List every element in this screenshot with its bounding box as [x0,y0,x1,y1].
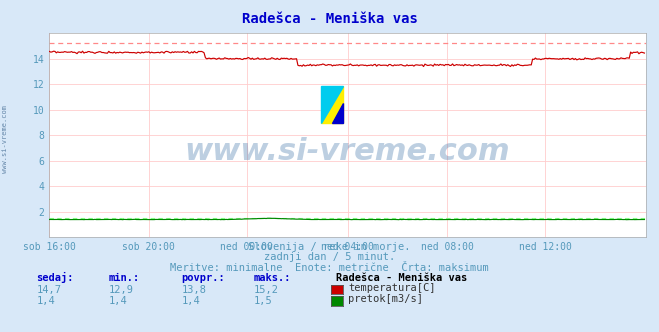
Text: 1,5: 1,5 [254,296,272,306]
Text: 12,9: 12,9 [109,285,134,295]
Text: 1,4: 1,4 [36,296,55,306]
Text: 15,2: 15,2 [254,285,279,295]
Text: www.si-vreme.com: www.si-vreme.com [185,137,511,166]
Text: 1,4: 1,4 [181,296,200,306]
Polygon shape [321,86,343,123]
Polygon shape [321,86,343,123]
Text: Slovenija / reke in morje.: Slovenija / reke in morje. [248,242,411,252]
Text: min.:: min.: [109,273,140,283]
Text: maks.:: maks.: [254,273,291,283]
Text: Meritve: minimalne  Enote: metrične  Črta: maksimum: Meritve: minimalne Enote: metrične Črta:… [170,263,489,273]
Text: temperatura[C]: temperatura[C] [348,283,436,293]
Text: www.si-vreme.com: www.si-vreme.com [2,106,9,173]
Text: Radešca - Meniška vas: Radešca - Meniška vas [336,273,467,283]
Text: povpr.:: povpr.: [181,273,225,283]
Text: pretok[m3/s]: pretok[m3/s] [348,294,423,304]
Text: Radešca - Meniška vas: Radešca - Meniška vas [242,12,417,26]
Text: sedaj:: sedaj: [36,272,74,283]
Text: 1,4: 1,4 [109,296,127,306]
Text: zadnji dan / 5 minut.: zadnji dan / 5 minut. [264,252,395,262]
Text: 14,7: 14,7 [36,285,61,295]
Text: 13,8: 13,8 [181,285,206,295]
Polygon shape [332,103,343,123]
